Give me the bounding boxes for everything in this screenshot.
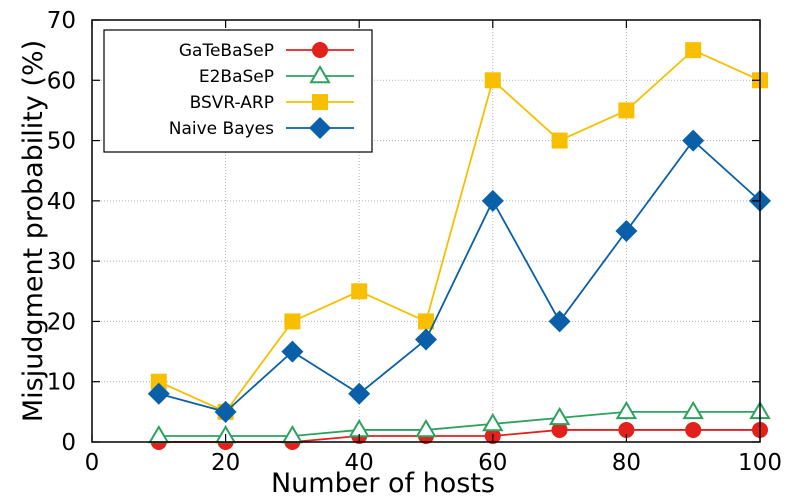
- data-point-e2basep: [548, 406, 571, 426]
- y-tick-label: 30: [47, 249, 76, 275]
- x-tick-label: 40: [345, 450, 374, 476]
- data-point-e2basep: [615, 400, 638, 420]
- data-point-e2basep: [415, 418, 437, 438]
- data-point-naive-bayes: [481, 189, 504, 212]
- data-point-bsvr-arp: [618, 102, 635, 119]
- legend-entry-e2basep: E2BaSeP: [199, 65, 354, 87]
- series-bsvr-arp: [150, 42, 768, 420]
- axes: 0 10 20 30 40 50 60 70 0 20 40 60 80 100: [47, 8, 782, 476]
- data-point-bsvr-arp: [150, 373, 167, 390]
- x-tick-label: 80: [612, 450, 641, 476]
- x-axis-title: Number of hosts: [271, 468, 495, 499]
- series-line-naive-bayes: [158, 139, 761, 413]
- data-point-e2basep: [482, 412, 504, 432]
- data-point-naive-bayes: [415, 328, 437, 351]
- x-tick-label: 0: [85, 450, 100, 476]
- legend-entry-gatebasep: GaTeBaSeP: [179, 41, 354, 61]
- y-tick-label: 10: [47, 370, 76, 396]
- legend-label: BSVR-ARP: [190, 93, 274, 113]
- y-axis-title: Misjudgment probability (%): [18, 40, 49, 422]
- legend-marker: [309, 65, 331, 84]
- y-tick-label: 50: [47, 129, 76, 155]
- data-point-naive-bayes: [214, 400, 237, 423]
- plot-frame: [91, 19, 761, 443]
- legend-entry-bsvr-arp: BSVR-ARP: [190, 93, 354, 113]
- series-line-e2basep: [158, 410, 760, 437]
- data-point-gatebasep: [685, 421, 702, 438]
- series-line-bsvr-arp: [158, 49, 761, 413]
- legend-label: E2BaSeP: [199, 67, 274, 87]
- data-point-naive-bayes: [548, 310, 571, 333]
- legend-marker: [309, 117, 331, 139]
- data-point-naive-bayes: [682, 129, 705, 152]
- data-point-naive-bayes: [281, 340, 304, 363]
- data-point-naive-bayes: [348, 382, 371, 405]
- data-point-e2basep: [348, 418, 370, 438]
- data-point-bsvr-arp: [484, 72, 501, 89]
- legend: GaTeBaSeP E2BaSeP BSVR-ARP Naive Bayes: [103, 29, 373, 153]
- x-tick-label: 100: [738, 450, 782, 476]
- y-tick-label: 60: [47, 68, 76, 94]
- data-point-naive-bayes: [147, 382, 170, 405]
- series-naive-bayes: [147, 129, 771, 423]
- data-point-bsvr-arp: [284, 313, 301, 330]
- legend-label: Naive Bayes: [169, 119, 274, 139]
- x-tick-label: 20: [211, 450, 240, 476]
- legend-marker: [312, 42, 328, 58]
- legend-marker: [312, 94, 328, 110]
- data-point-e2basep: [148, 424, 170, 444]
- legend-entry-naive-bayes: Naive Bayes: [169, 117, 354, 139]
- y-tick-label: 70: [47, 8, 76, 34]
- data-point-e2basep: [682, 400, 704, 420]
- y-tick-label: 40: [47, 189, 76, 215]
- data-point-bsvr-arp: [551, 132, 568, 149]
- data-point-bsvr-arp: [418, 313, 434, 330]
- legend-label: GaTeBaSeP: [179, 41, 274, 61]
- y-tick-label: 20: [47, 309, 76, 335]
- x-tick-label: 60: [478, 450, 507, 476]
- data-point-bsvr-arp: [351, 283, 368, 300]
- data-point-bsvr-arp: [685, 42, 702, 59]
- data-point-naive-bayes: [615, 220, 638, 242]
- y-tick-label: 0: [61, 430, 76, 456]
